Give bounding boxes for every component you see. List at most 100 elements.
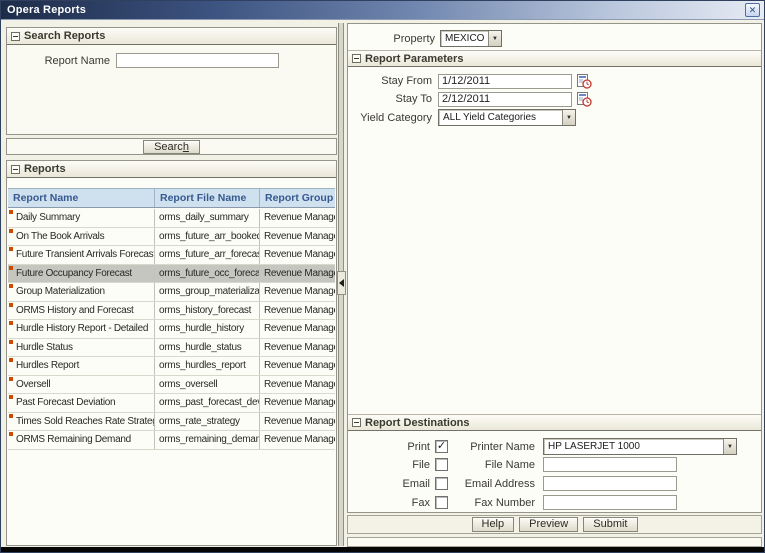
report-name-cell: ORMS History and Forecast — [8, 301, 155, 319]
table-row[interactable]: Oversell orms_oversell Revenue Manage... — [8, 375, 335, 394]
close-icon[interactable]: ✕ — [745, 3, 760, 17]
yield-category-select[interactable]: ALL Yield Categories ▼ — [438, 109, 576, 126]
record-marker-icon — [9, 247, 13, 251]
report-file-cell: orms_rate_strategy — [155, 412, 260, 430]
email-address-label: Email Address — [464, 477, 535, 490]
property-select[interactable]: MEXICO ▼ — [440, 30, 502, 47]
table-row[interactable]: Past Forecast Deviation orms_past_foreca… — [8, 394, 335, 413]
printer-name-value: HP LASERJET 1000 — [548, 441, 640, 452]
record-marker-icon — [9, 284, 13, 288]
preview-button[interactable]: Preview — [519, 517, 579, 532]
table-row[interactable]: ORMS Remaining Demand orms_remaining_dem… — [8, 431, 335, 450]
report-file-cell: orms_remaining_demand — [155, 431, 260, 449]
column-header-report-name[interactable]: Report Name — [8, 189, 155, 207]
report-group-cell: Revenue Manage... — [264, 304, 335, 316]
bottom-black-bar — [1, 547, 764, 552]
report-parameters-header[interactable]: Report Parameters — [348, 50, 761, 67]
table-row[interactable]: Daily Summary orms_daily_summary Revenue… — [8, 209, 335, 228]
table-row[interactable]: Hurdles Report orms_hurdles_report Reven… — [8, 357, 335, 376]
yield-category-value: ALL Yield Categories — [443, 112, 537, 123]
search-button-label: Searc — [154, 140, 183, 153]
report-name-input[interactable] — [116, 53, 279, 68]
right-panel: Property MEXICO ▼ Report Parameters Stay… — [347, 23, 762, 513]
table-row[interactable]: Hurdle Status orms_hurdle_status Revenue… — [8, 338, 335, 357]
property-label: Property — [393, 32, 435, 45]
report-parameters-title: Report Parameters — [365, 52, 464, 65]
stay-to-label: Stay To — [395, 93, 433, 105]
search-button-mnemonic: h — [182, 140, 189, 153]
record-marker-icon — [9, 432, 13, 436]
table-row[interactable]: Times Sold Reaches Rate Strategies orms_… — [8, 412, 335, 431]
search-button-band: Search — [6, 138, 337, 155]
table-row[interactable]: ORMS History and Forecast orms_history_f… — [8, 301, 335, 320]
collapse-icon[interactable] — [352, 54, 361, 63]
print-label: Print — [407, 440, 430, 453]
table-row[interactable]: Group Materialization orms_group_materia… — [8, 283, 335, 302]
column-header-report-group[interactable]: Report Group — [265, 192, 334, 204]
printer-name-select[interactable]: HP LASERJET 1000 ▼ — [543, 438, 737, 455]
table-row[interactable]: On The Book Arrivals orms_future_arr_boo… — [8, 227, 335, 246]
report-group-cell: Revenue Manage... — [264, 415, 335, 427]
collapse-icon[interactable] — [11, 31, 20, 41]
report-name-cell: On The Book Arrivals — [8, 227, 155, 245]
report-file-cell: orms_future_occ_forecast — [155, 264, 260, 282]
calendar-picker-icon[interactable] — [576, 73, 592, 89]
report-group-cell: Revenue Manage... — [264, 360, 335, 371]
column-header-report-file-name[interactable]: Report File Name — [155, 189, 260, 207]
search-button[interactable]: Search — [143, 139, 200, 154]
yield-category-label: Yield Category — [360, 111, 432, 124]
reports-title: Reports — [24, 163, 66, 175]
reports-header[interactable]: Reports — [7, 161, 336, 178]
table-row[interactable]: Future Transient Arrivals Forecast orms_… — [8, 246, 335, 265]
record-marker-icon — [9, 228, 13, 233]
reports-panel: Reports Report Name Report File Name Rep… — [6, 160, 337, 546]
report-name-label: Report Name — [44, 54, 110, 67]
email-checkbox[interactable] — [435, 477, 448, 490]
file-name-label: File Name — [484, 458, 535, 471]
table-row-selected[interactable]: Future Occupancy Forecast orms_future_oc… — [8, 264, 335, 283]
submit-button[interactable]: Submit — [583, 517, 638, 532]
record-marker-icon — [9, 321, 13, 325]
report-destinations-header[interactable]: Report Destinations — [348, 414, 761, 431]
chevron-left-icon — [339, 279, 344, 287]
title-bar: Opera Reports ✕ — [1, 1, 764, 20]
splitter-collapse-handle[interactable] — [337, 271, 346, 295]
printer-name-label: Printer Name — [470, 440, 535, 453]
file-checkbox[interactable] — [435, 458, 448, 471]
report-group-cell: Revenue Manage... — [264, 378, 335, 390]
record-marker-icon — [9, 358, 13, 362]
fax-number-input[interactable] — [543, 495, 677, 510]
report-file-cell: orms_future_arr_forecast — [155, 246, 260, 264]
print-checkbox[interactable]: ✓ — [435, 440, 448, 453]
search-reports-title: Search Reports — [24, 30, 106, 42]
report-file-cell: orms_group_materialization — [155, 283, 260, 301]
fax-label: Fax — [411, 496, 430, 509]
chevron-down-icon: ▼ — [488, 31, 501, 46]
report-file-cell: orms_future_arr_booked — [155, 227, 260, 245]
stay-from-input[interactable] — [438, 73, 572, 89]
file-name-input[interactable] — [543, 457, 677, 472]
help-button[interactable]: Help — [471, 517, 515, 532]
record-marker-icon — [9, 265, 13, 270]
reports-table-header: Report Name Report File Name Report Grou… — [8, 188, 335, 208]
collapse-icon[interactable] — [11, 164, 20, 174]
report-file-cell: orms_oversell — [155, 375, 260, 393]
fax-number-label: Fax Number — [474, 496, 535, 509]
email-address-input[interactable] — [543, 476, 677, 491]
collapse-icon[interactable] — [352, 418, 361, 427]
table-row[interactable]: Hurdle History Report - Detailed orms_hu… — [8, 320, 335, 339]
fax-checkbox[interactable] — [435, 496, 448, 509]
file-label: File — [412, 458, 430, 471]
action-button-band: Help Preview Submit — [347, 515, 762, 534]
report-group-cell: Revenue Manage... — [264, 397, 335, 408]
report-name-cell: Hurdle History Report - Detailed — [8, 320, 155, 338]
chevron-down-icon: ▼ — [562, 110, 575, 125]
report-file-cell: orms_daily_summary — [155, 209, 260, 227]
record-marker-icon — [9, 210, 13, 214]
report-name-cell: Hurdles Report — [8, 357, 155, 375]
report-group-cell: Revenue Manage... — [264, 267, 335, 279]
search-reports-header[interactable]: Search Reports — [7, 28, 336, 45]
report-file-cell: orms_history_forecast — [155, 301, 260, 319]
calendar-picker-icon[interactable] — [576, 91, 592, 107]
stay-to-input[interactable] — [438, 91, 572, 107]
